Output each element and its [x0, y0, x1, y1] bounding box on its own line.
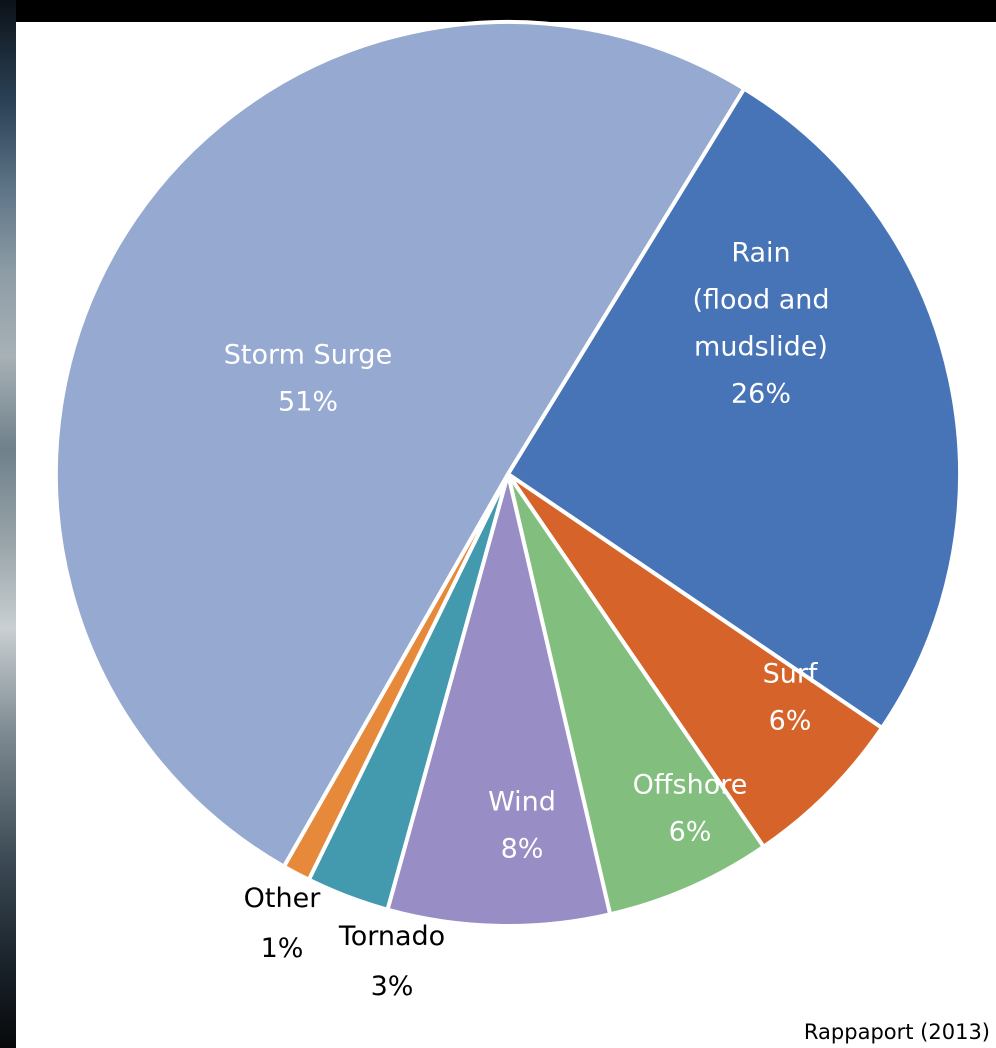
- slice-name-rain: (flood and: [692, 285, 829, 316]
- slice-percent-wind: 8%: [501, 834, 544, 865]
- slice-percent-storm-surge: 51%: [278, 387, 338, 418]
- slice-name-storm-surge: Storm Surge: [224, 340, 392, 371]
- slice-label-surf: Surf 6%: [763, 659, 819, 737]
- source-citation: Rappaport (2013): [803, 1020, 990, 1044]
- slice-name-tornado: Tornado: [338, 921, 445, 952]
- slice-name-rain: mudslide): [694, 332, 828, 363]
- slice-label-tornado: Tornado 3%: [338, 921, 445, 1002]
- slice-percent-rain: 26%: [731, 379, 791, 410]
- slice-name-rain: Rain: [731, 238, 790, 269]
- slice-label-other: Other 1%: [244, 883, 322, 964]
- background-photo-strip: [0, 0, 16, 1048]
- slice-label-offshore: Offshore 6%: [633, 770, 748, 848]
- slice-percent-offshore: 6%: [669, 817, 712, 848]
- pie-slice-wind: [385, 472, 613, 928]
- slice-name-wind: Wind: [488, 787, 556, 818]
- pie-slice-storm-surge: [53, 19, 747, 869]
- pie-slice-surf: [506, 472, 884, 849]
- slice-percent-surf: 6%: [769, 706, 812, 737]
- slice-percent-other: 1%: [261, 933, 304, 964]
- slice-label-storm-surge: Storm Surge 51%: [224, 340, 392, 418]
- slice-name-surf: Surf: [763, 659, 819, 690]
- slice-percent-tornado: 3%: [371, 971, 414, 1002]
- slice-name-offshore: Offshore: [633, 770, 748, 801]
- slice-label-wind: Wind 8%: [488, 787, 556, 865]
- pie-labels: Rain (flood and mudslide) 26%Surf 6%Offshore…: [224, 238, 830, 1003]
- slice-name-other: Other: [244, 883, 322, 914]
- pie-slice-offshore: [506, 472, 766, 917]
- slice-label-rain: Rain (flood and mudslide) 26%: [692, 238, 829, 410]
- pie-slice-rain: [506, 86, 962, 730]
- pie-slices: [53, 19, 962, 928]
